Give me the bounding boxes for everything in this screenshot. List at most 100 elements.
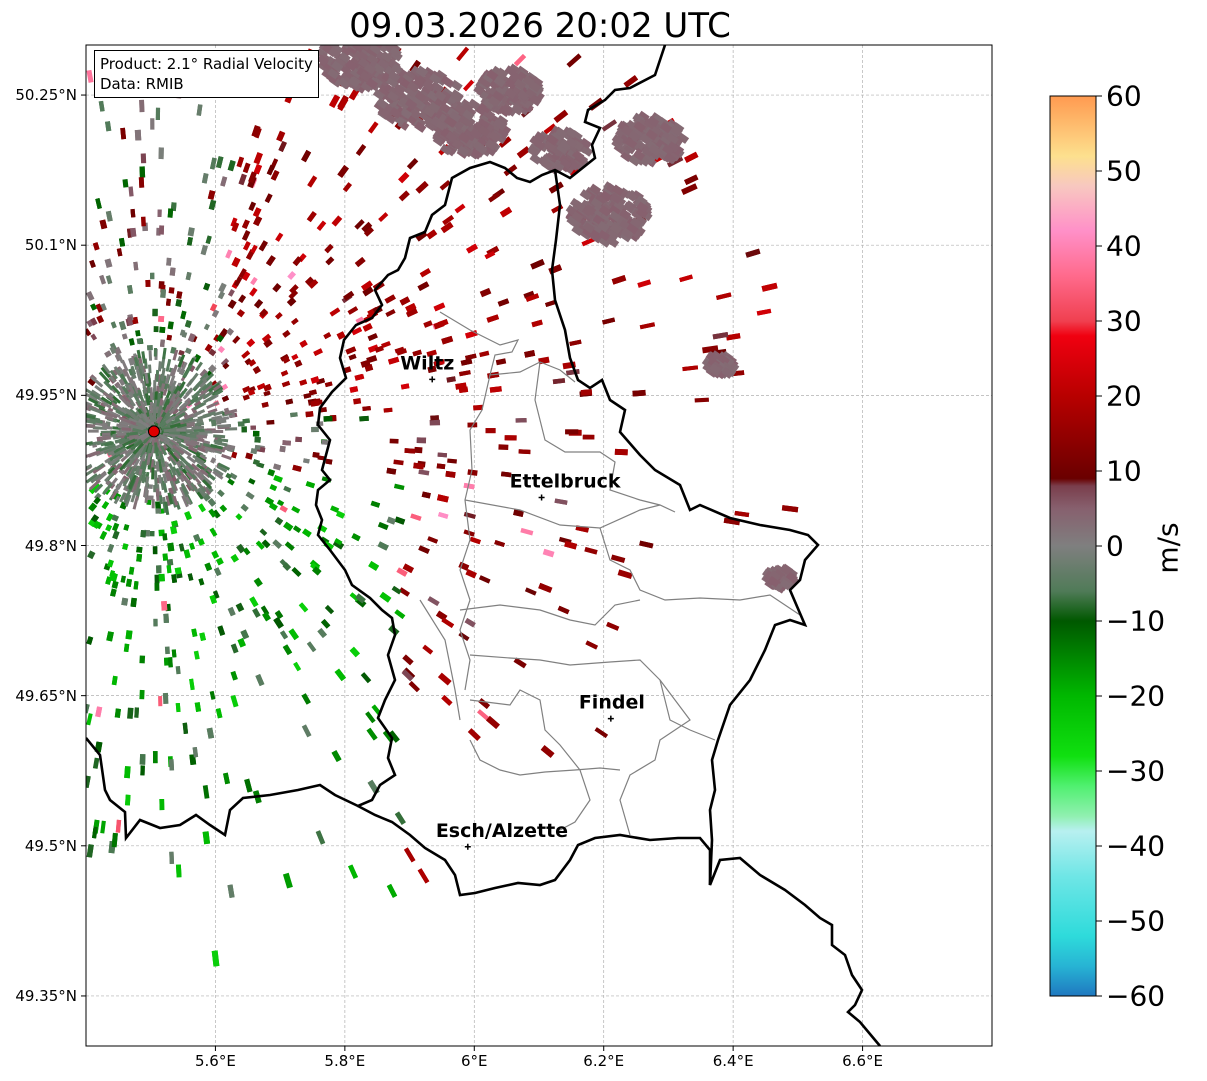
echo-cell (106, 631, 114, 642)
echo-cell (105, 524, 113, 532)
echo-cell (136, 338, 143, 345)
echo-cell (169, 480, 177, 494)
echo-cell (538, 582, 553, 593)
echo-cell (136, 349, 142, 359)
echo-cell (136, 553, 143, 562)
echo-cell (139, 400, 148, 414)
echo-cell (155, 488, 160, 501)
echo-cell (303, 392, 312, 399)
echo-cell (185, 271, 192, 281)
echo-cell (93, 483, 104, 494)
echo-cell (192, 379, 204, 391)
echo-cell (92, 757, 100, 769)
echo-cell (178, 400, 189, 410)
echo-cell (272, 539, 283, 549)
city-label: Esch/Alzette (436, 820, 568, 842)
echo-cell (187, 357, 196, 367)
echo-cell (485, 428, 496, 434)
radar-site-marker[interactable] (147, 425, 160, 438)
echo-cell (441, 695, 453, 706)
echo-cell (162, 398, 170, 411)
echo-cell (213, 590, 220, 599)
echo-cell (447, 458, 457, 464)
echo-cell (162, 692, 169, 705)
echo-cell (227, 160, 236, 172)
echo-cell (250, 276, 258, 286)
echo-cell (292, 256, 303, 267)
echo-cell (153, 347, 157, 357)
echo-cell (154, 574, 160, 584)
echo-cell (253, 152, 263, 165)
echo-cell (184, 347, 192, 355)
echo-cell (566, 53, 582, 68)
echo-cell (99, 530, 108, 541)
echo-cell (86, 69, 94, 83)
echo-cell (138, 368, 144, 380)
echo-cell (208, 382, 221, 393)
echo-cell (606, 621, 620, 631)
echo-cell (130, 227, 137, 237)
echo-cell (282, 644, 293, 656)
echo-cell (367, 121, 379, 134)
echo-cell (312, 451, 320, 458)
echo-cell (247, 389, 256, 396)
echo-cell (530, 259, 545, 270)
echo-cell (367, 344, 379, 353)
echo-cell (124, 370, 133, 384)
echo-cell (174, 567, 182, 575)
echo-cell (249, 596, 259, 608)
echo-cell (89, 418, 103, 424)
echo-cell (252, 207, 262, 218)
echo-cell (162, 553, 168, 561)
echo-cell (352, 30, 364, 41)
echo-cell (103, 443, 116, 451)
echo-cell (310, 400, 320, 407)
map-title: 09.03.2026 20:02 UTC (349, 6, 731, 46)
product-label: Product: 2.1° Radial Velocity (100, 55, 313, 73)
echo-cell (136, 546, 143, 553)
echo-cell (128, 408, 138, 417)
echo-cell (244, 778, 253, 793)
echo-cell (158, 433, 171, 443)
echo-cell (134, 707, 140, 718)
echo-cell (192, 454, 205, 465)
echo-cell (248, 201, 257, 212)
echo-cell (92, 520, 101, 529)
echo-cell (437, 452, 448, 458)
echo-cell (293, 661, 302, 672)
echo-cell (262, 611, 271, 622)
echo-cell (90, 317, 98, 326)
echo-cell (384, 294, 396, 304)
echo-cell (345, 346, 357, 355)
echo-cell (252, 430, 260, 437)
echo-cell (364, 45, 377, 46)
echo-cell (95, 303, 104, 313)
echo-cell (86, 290, 95, 302)
echo-cell (162, 480, 168, 493)
echo-cell (524, 587, 537, 596)
echo-cell (412, 349, 422, 357)
echo-cell (169, 456, 177, 466)
echo-cell (466, 243, 478, 254)
echo-cell (320, 618, 331, 629)
echo-cell (134, 129, 142, 141)
echo-cell (121, 333, 128, 340)
echo-cell (104, 471, 115, 483)
echo-cell (294, 359, 303, 368)
echo-cell (745, 248, 761, 258)
echo-cell (89, 259, 96, 268)
echo-cell (98, 397, 109, 406)
echo-cell (182, 458, 195, 471)
echo-cell (552, 378, 566, 385)
echo-cell (445, 470, 456, 478)
echo-cell (150, 272, 155, 280)
echo-cell (170, 406, 179, 416)
echo-cell (155, 508, 162, 514)
echo-cell (160, 383, 166, 392)
echo-cell (167, 321, 174, 330)
echo-cell (185, 471, 194, 480)
echo-cell (215, 708, 223, 719)
lat-tick-label: 50.1°N (24, 236, 77, 255)
echo-cell (111, 458, 121, 467)
